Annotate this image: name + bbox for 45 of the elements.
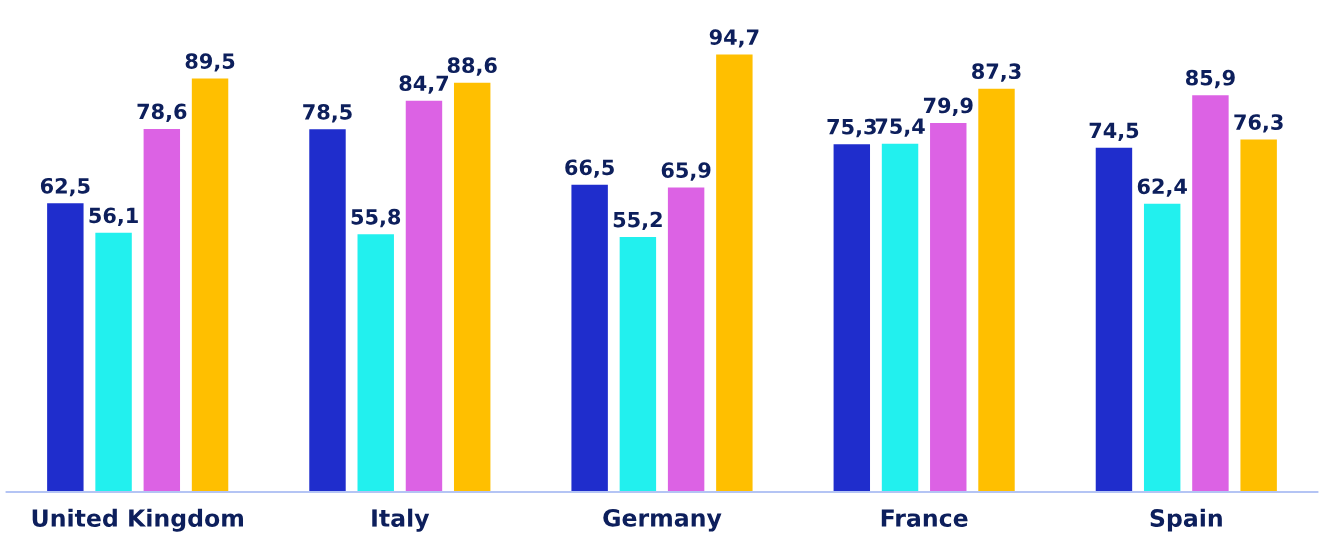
data-label: 85,9 [1185,69,1235,89]
data-label: 78,5 [303,104,352,123]
data-label: 66,5 [565,159,614,178]
bar [571,184,608,492]
x-tick-label: France [881,509,968,527]
data-label: 65,9 [661,162,711,181]
bar [1143,203,1181,492]
bar [357,234,394,492]
data-label: 56,1 [89,207,138,226]
data-label: 79,9 [923,97,973,116]
data-label: 74,5 [1089,122,1139,141]
x-tick-label: Spain [1150,508,1222,532]
bar [405,100,443,492]
data-label: 75,3 [827,118,876,138]
bar [978,88,1015,492]
bar [1192,95,1229,492]
data-label: 87,3 [972,63,1021,82]
data-label: 94,7 [709,29,759,48]
data-label: 75,4 [875,118,925,137]
bar [881,143,919,492]
bar [930,122,967,492]
bar [95,232,132,492]
bar [1095,147,1133,492]
x-tick-label: Germany [603,508,722,532]
bar [47,203,84,492]
data-label: 88,6 [447,57,497,76]
data-label: 55,8 [351,208,401,228]
bar [716,54,753,492]
bar [191,78,229,492]
data-label: 78,6 [137,103,187,122]
bar [309,129,346,492]
bar [619,236,657,492]
data-label: 62,5 [40,177,90,197]
data-label: 62,4 [1137,178,1187,197]
data-label: 89,5 [185,53,235,72]
data-label: 76,3 [1234,114,1283,133]
bar [1240,139,1277,492]
x-tick-label: United Kingdom [32,508,243,532]
bar [833,144,871,492]
bar [667,187,705,492]
bar [143,128,181,492]
bar [453,82,491,492]
data-label: 55,2 [613,211,662,231]
x-tick-label: Italy [372,508,430,532]
data-label: 84,7 [399,75,449,94]
